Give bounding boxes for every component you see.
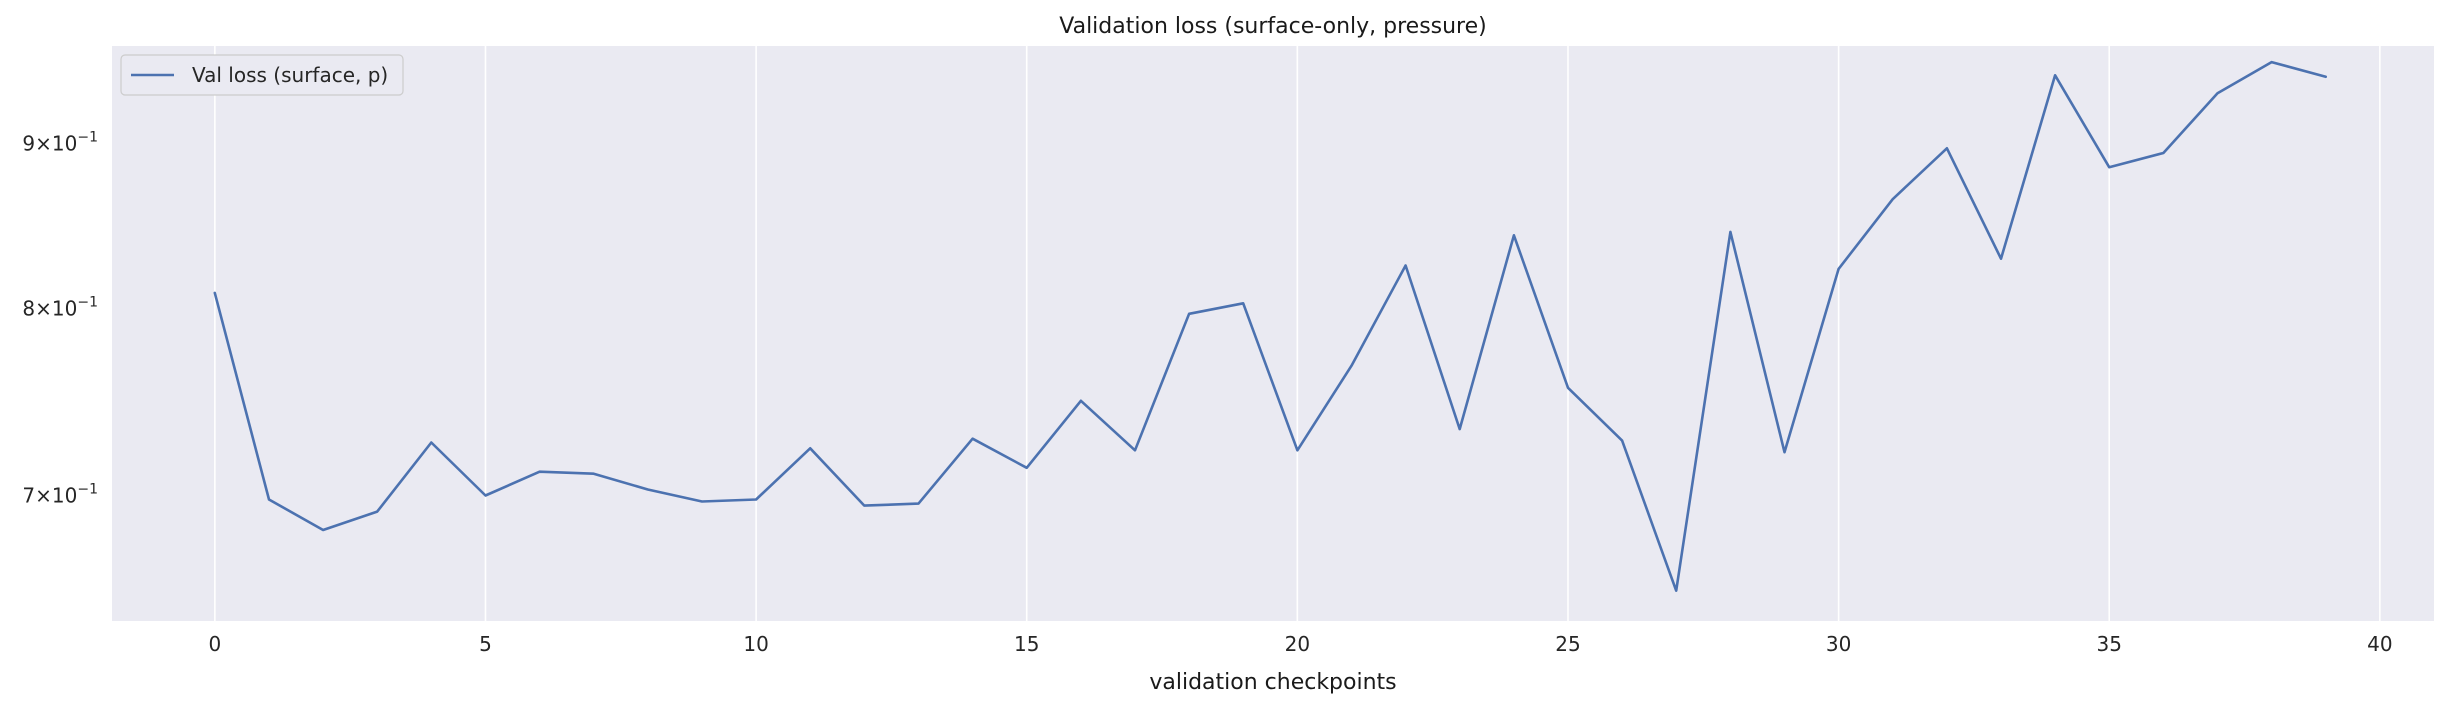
y-tick-label: 9×10−1 [22, 130, 98, 156]
x-tick-label: 5 [479, 632, 492, 656]
x-tick-label: 10 [743, 632, 768, 656]
x-axis-label: validation checkpoints [1149, 670, 1396, 695]
x-tick-label: 0 [208, 632, 221, 656]
legend-entry-label: Val loss (surface, p) [192, 63, 388, 87]
x-tick-labels: 0 5 10 15 20 25 30 35 40 [208, 632, 2392, 656]
series-line [213, 60, 2327, 593]
x-tick-label: 15 [1014, 632, 1039, 656]
y-tick-label: 8×10−1 [22, 295, 98, 321]
legend-box [120, 54, 404, 96]
series-lines [213, 60, 2327, 593]
x-tick-label: 20 [1285, 632, 1310, 656]
x-tick-label: 35 [2097, 632, 2122, 656]
x-tick-label: 30 [1826, 632, 1851, 656]
legend: Val loss (surface, p) [120, 54, 404, 96]
plot-area [112, 46, 2434, 621]
x-tick-label: 25 [1555, 632, 1580, 656]
y-tick-labels: 7×10−1 8×10−1 9×10−1 [22, 130, 98, 508]
gridlines [214, 46, 2381, 621]
chart-title: Validation loss (surface-only, pressure) [1059, 14, 1487, 39]
y-tick-label: 7×10−1 [22, 482, 98, 508]
x-tick-label: 40 [2367, 632, 2392, 656]
